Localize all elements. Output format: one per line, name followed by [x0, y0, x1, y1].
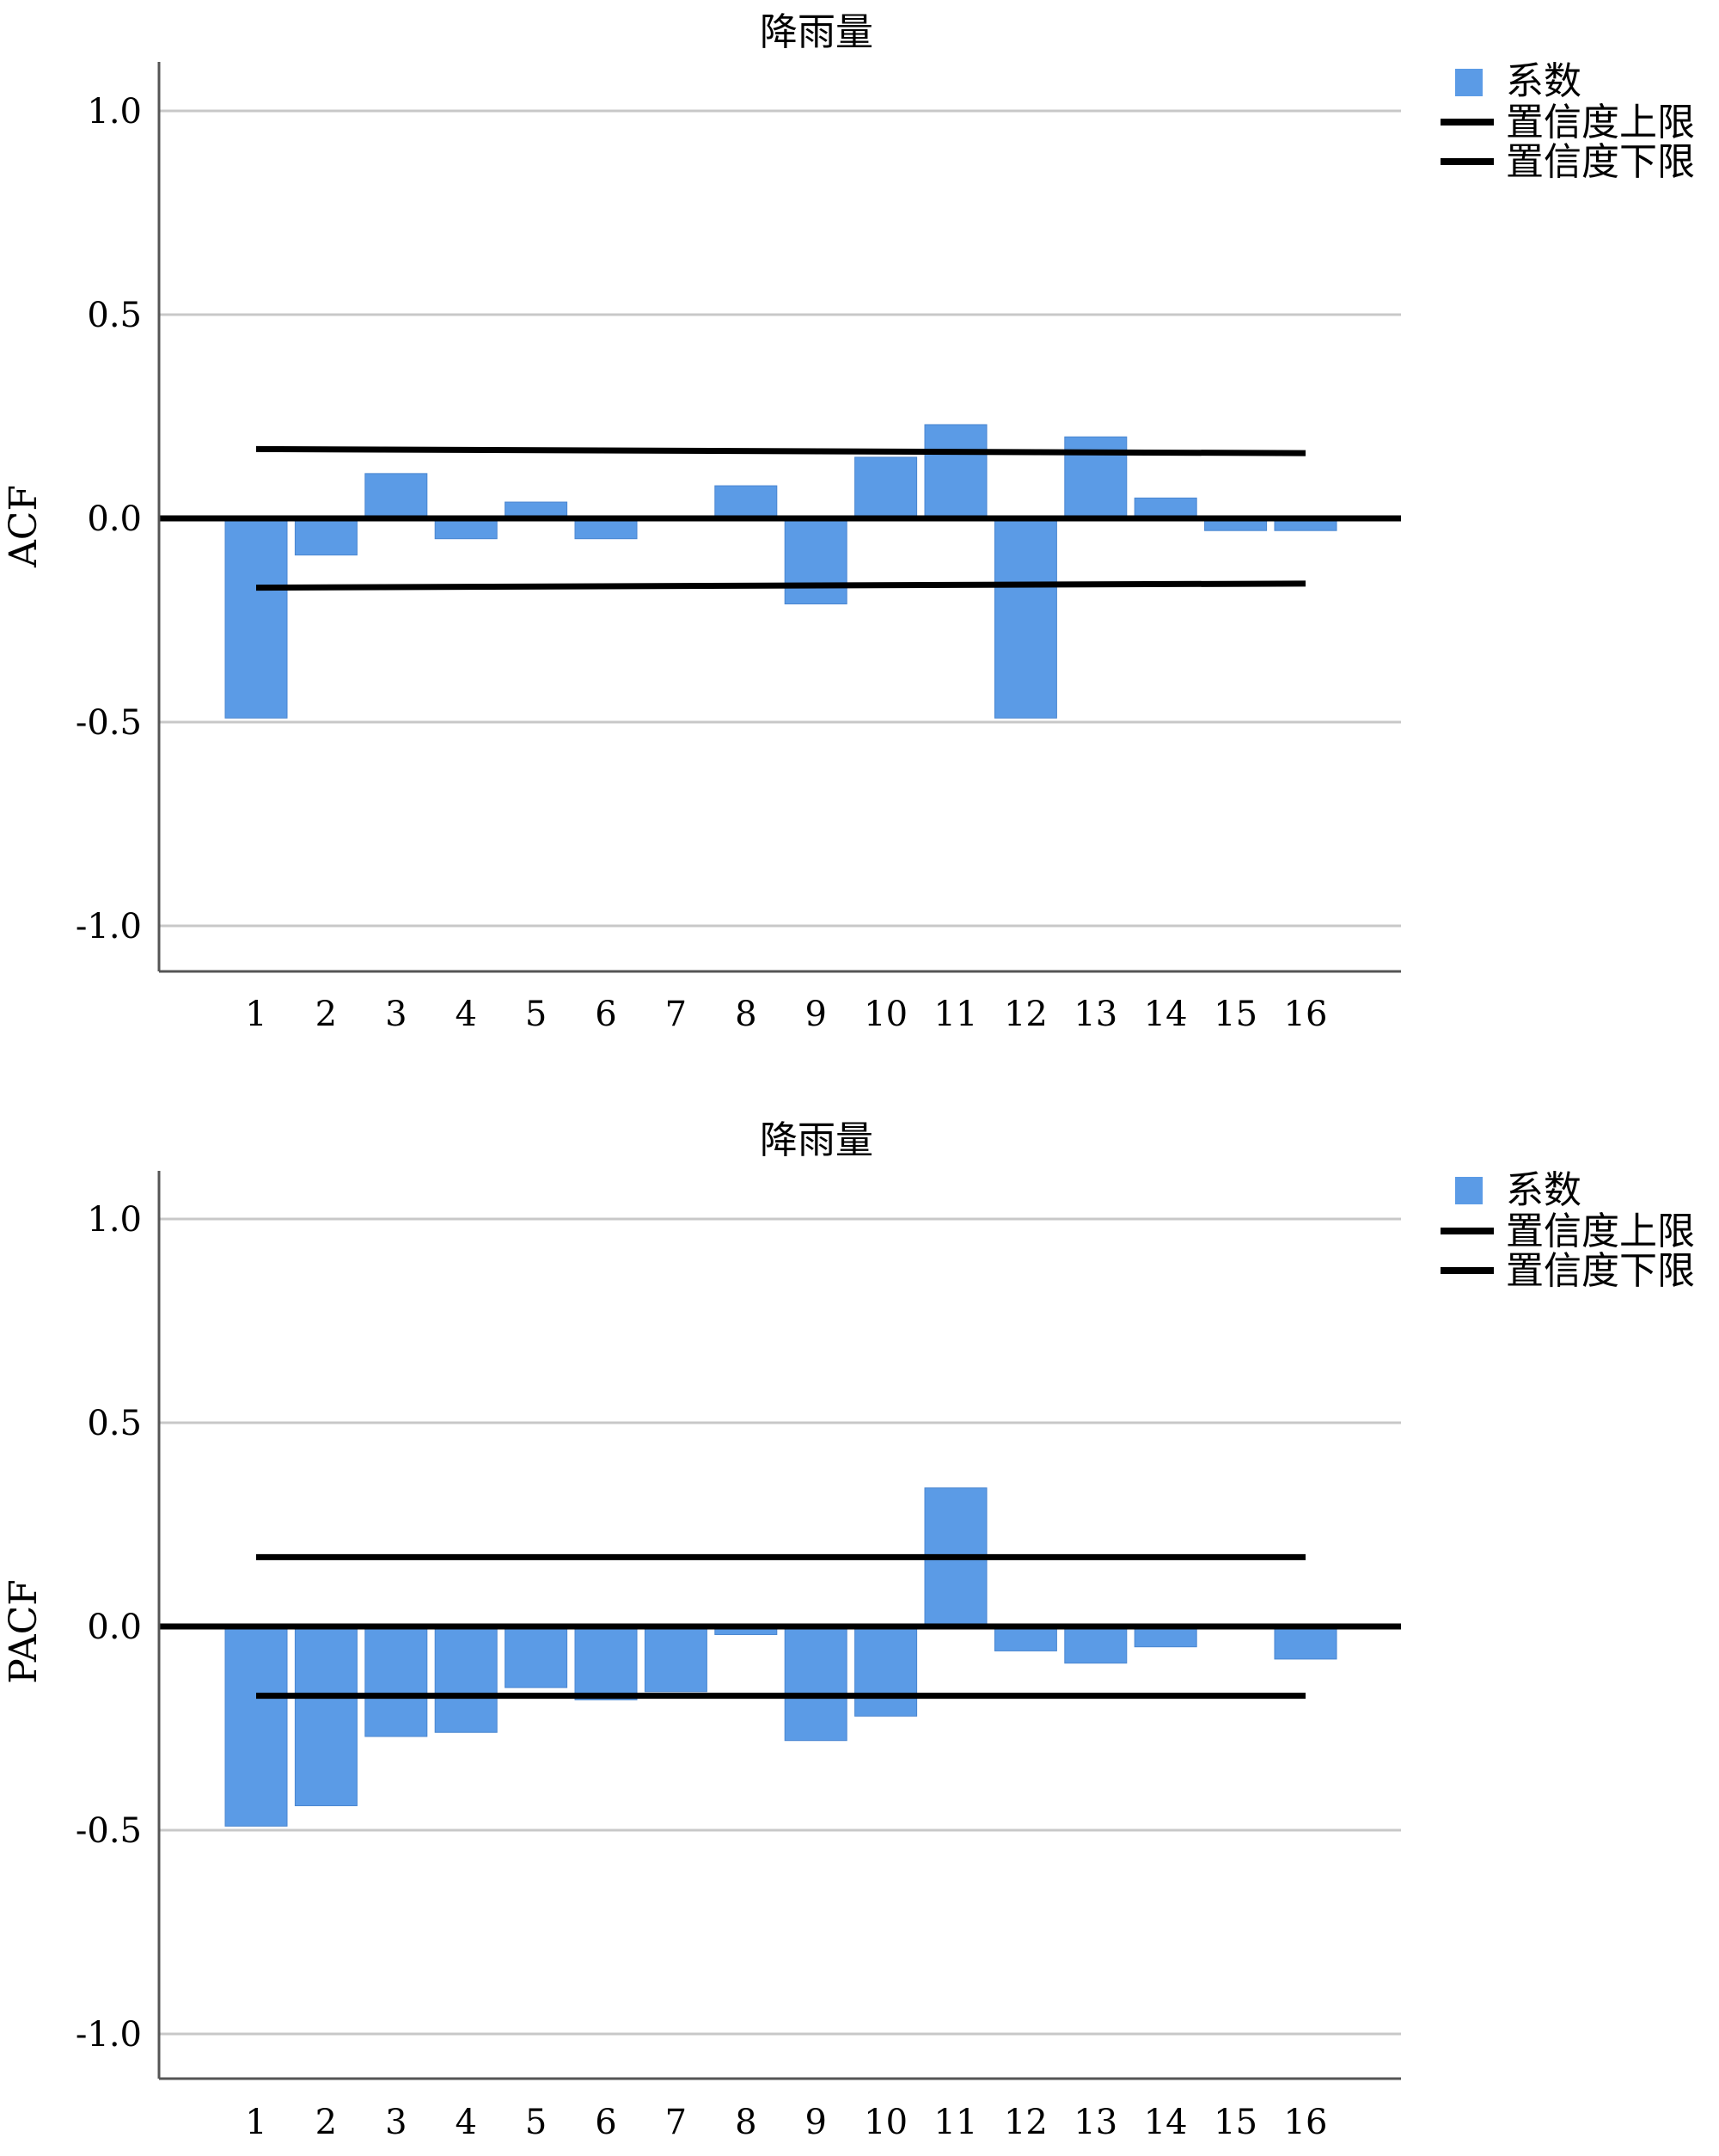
acf-x-tick-label: 10	[864, 995, 908, 1034]
pacf-bar	[784, 1626, 847, 1742]
acf-legend-coef-swatch	[1455, 69, 1483, 96]
acf-bar	[1134, 497, 1197, 519]
acf-bar	[574, 518, 638, 540]
pacf-bar	[1134, 1626, 1197, 1648]
acf-bars	[224, 424, 1337, 719]
pacf-x-tick-label: 5	[525, 2103, 547, 2142]
acf-x-tick-label: 5	[525, 995, 547, 1034]
pacf-legend-lower-label: 置信度下限	[1506, 1249, 1695, 1293]
pacf-bar	[224, 1626, 288, 1827]
pacf-bar	[1274, 1626, 1337, 1660]
pacf-chart: 降雨量 PACF 1.00.50.0-0.5-1.0 1 2 3 4 5 6 7 8 9 10 11…	[2, 1118, 1695, 2142]
pacf-x-tick-label: 8	[735, 2103, 756, 2142]
acf-bar	[364, 473, 428, 519]
pacf-chart-title: 降雨量	[760, 1118, 873, 1162]
pacf-axes	[157, 1171, 1401, 2080]
acf-bar	[294, 518, 358, 556]
acf-chart-title: 降雨量	[760, 10, 873, 54]
acf-x-tick-label: 4	[455, 995, 476, 1034]
acf-bar	[1064, 436, 1128, 519]
acf-y-tick-label: 1.0	[87, 92, 142, 132]
pacf-x-tick-label: 9	[804, 2103, 826, 2142]
pacf-x-tick-label: 2	[315, 2103, 337, 2142]
acf-x-tick-label: 11	[934, 995, 978, 1034]
pacf-bar	[574, 1626, 638, 1700]
pacf-x-tick-label: 12	[1004, 2103, 1048, 2142]
pacf-legend-upper-label: 置信度上限	[1506, 1210, 1695, 1253]
acf-chart: 降雨量 ACF 1.00.50.0-0.5-1.0 1 2 3 4 5 6 7 8 9 10 11 1…	[2, 10, 1695, 1034]
pacf-x-tick-label: 14	[1144, 2103, 1188, 2142]
acf-bar	[924, 424, 988, 519]
pacf-x-ticks: 1 2 3 4 5 6 7 8 9 10 11 12 13 14 15 16	[245, 2103, 1327, 2142]
acf-y-axis-title: ACF	[2, 485, 46, 568]
acf-legend-upper-label: 置信度上限	[1506, 101, 1695, 144]
acf-x-tick-label: 16	[1284, 995, 1328, 1034]
pacf-x-tick-label: 1	[245, 2103, 266, 2142]
acf-bar	[854, 456, 918, 519]
acf-bar	[784, 518, 847, 605]
acf-y-ticks: 1.0 0.5 0.0 -0.5 -1.0	[76, 92, 142, 946]
pacf-bar	[505, 1626, 568, 1688]
pacf-x-tick-label: 11	[934, 2103, 978, 2142]
acf-y-tick-label: -0.5	[76, 703, 142, 743]
pacf-x-tick-label: 7	[665, 2103, 687, 2142]
pacf-x-tick-label: 16	[1284, 2103, 1328, 2142]
acf-x-tick-label: 12	[1004, 995, 1048, 1034]
pacf-bar	[644, 1626, 707, 1693]
pacf-legend-coef-swatch	[1455, 1177, 1483, 1204]
acf-x-tick-label: 14	[1144, 995, 1188, 1034]
acf-x-tick-label: 7	[665, 995, 687, 1034]
pacf-x-tick-label: 10	[864, 2103, 908, 2142]
acf-bar	[994, 518, 1057, 719]
pacf-legend-coef-label: 系数	[1506, 1168, 1581, 1212]
pacf-bar	[854, 1626, 918, 1717]
acf-x-tick-label: 1	[245, 995, 266, 1034]
pacf-gridlines	[159, 1217, 1401, 2036]
pacf-x-tick-label: 4	[455, 2103, 476, 2142]
pacf-y-tick-label: 0.5	[87, 1404, 142, 1443]
acf-legend: 系数 置信度上限 置信度下限	[1441, 59, 1695, 184]
pacf-x-tick-label: 15	[1214, 2103, 1257, 2142]
acf-y-tick-label: 0.5	[87, 296, 142, 335]
acf-x-tick-label: 6	[595, 995, 616, 1034]
acf-x-tick-label: 8	[735, 995, 756, 1034]
pacf-bar	[294, 1626, 358, 1807]
pacf-y-tick-label: -1.0	[76, 2015, 142, 2055]
pacf-y-axis-title: PACF	[2, 1579, 46, 1684]
pacf-x-tick-label: 6	[595, 2103, 616, 2142]
pacf-x-tick-label: 3	[385, 2103, 407, 2142]
pacf-y-tick-label: 1.0	[87, 1200, 142, 1240]
acf-bar	[714, 485, 778, 519]
pacf-bar	[434, 1626, 498, 1733]
acf-gridlines	[159, 109, 1401, 928]
acf-legend-coef-label: 系数	[1506, 59, 1581, 103]
pacf-legend: 系数 置信度上限 置信度下限	[1441, 1168, 1695, 1293]
pacf-bars	[224, 1487, 1337, 1827]
pacf-y-tick-label: -0.5	[76, 1811, 142, 1851]
acf-x-tick-label: 13	[1074, 995, 1117, 1034]
acf-confidence-lines	[159, 445, 1401, 591]
pacf-confidence-lines	[159, 1553, 1401, 1700]
pacf-bar	[364, 1626, 428, 1737]
acf-legend-lower-label: 置信度下限	[1506, 140, 1695, 184]
acf-x-tick-label: 2	[315, 995, 337, 1034]
acf-bar	[224, 518, 288, 719]
acf-x-tick-label: 3	[385, 995, 407, 1034]
acf-bar	[434, 518, 498, 540]
acf-x-tick-label: 15	[1214, 995, 1257, 1034]
pacf-y-ticks: 1.0 0.5 0.0 -0.5 -1.0	[76, 1200, 142, 2055]
acf-x-tick-label: 9	[804, 995, 826, 1034]
acf-y-tick-label: 0.0	[87, 499, 142, 539]
acf-axes	[157, 62, 1401, 973]
pacf-x-tick-label: 13	[1074, 2103, 1117, 2142]
acf-x-ticks: 1 2 3 4 5 6 7 8 9 10 11 12 13 14 15 16	[245, 995, 1327, 1034]
pacf-bar	[994, 1626, 1057, 1651]
acf-y-tick-label: -1.0	[76, 907, 142, 946]
acf-confidence-lower-line	[255, 580, 1306, 591]
pacf-y-tick-label: 0.0	[87, 1608, 142, 1647]
acf-confidence-upper-line	[255, 445, 1306, 456]
pacf-bar	[1064, 1626, 1128, 1664]
